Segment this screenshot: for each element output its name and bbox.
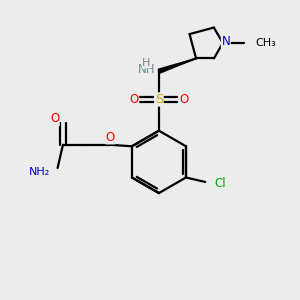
Polygon shape [158,58,196,73]
Text: NH₂: NH₂ [29,167,50,176]
Text: O: O [50,112,59,125]
Text: O: O [129,93,139,106]
Text: O: O [106,131,115,144]
Text: S: S [155,93,163,106]
Text: Cl: Cl [214,177,226,190]
Text: CH₃: CH₃ [256,38,276,48]
Text: NH: NH [138,63,155,76]
Text: N: N [221,35,230,48]
Text: O: O [179,93,188,106]
Text: H: H [142,58,151,68]
